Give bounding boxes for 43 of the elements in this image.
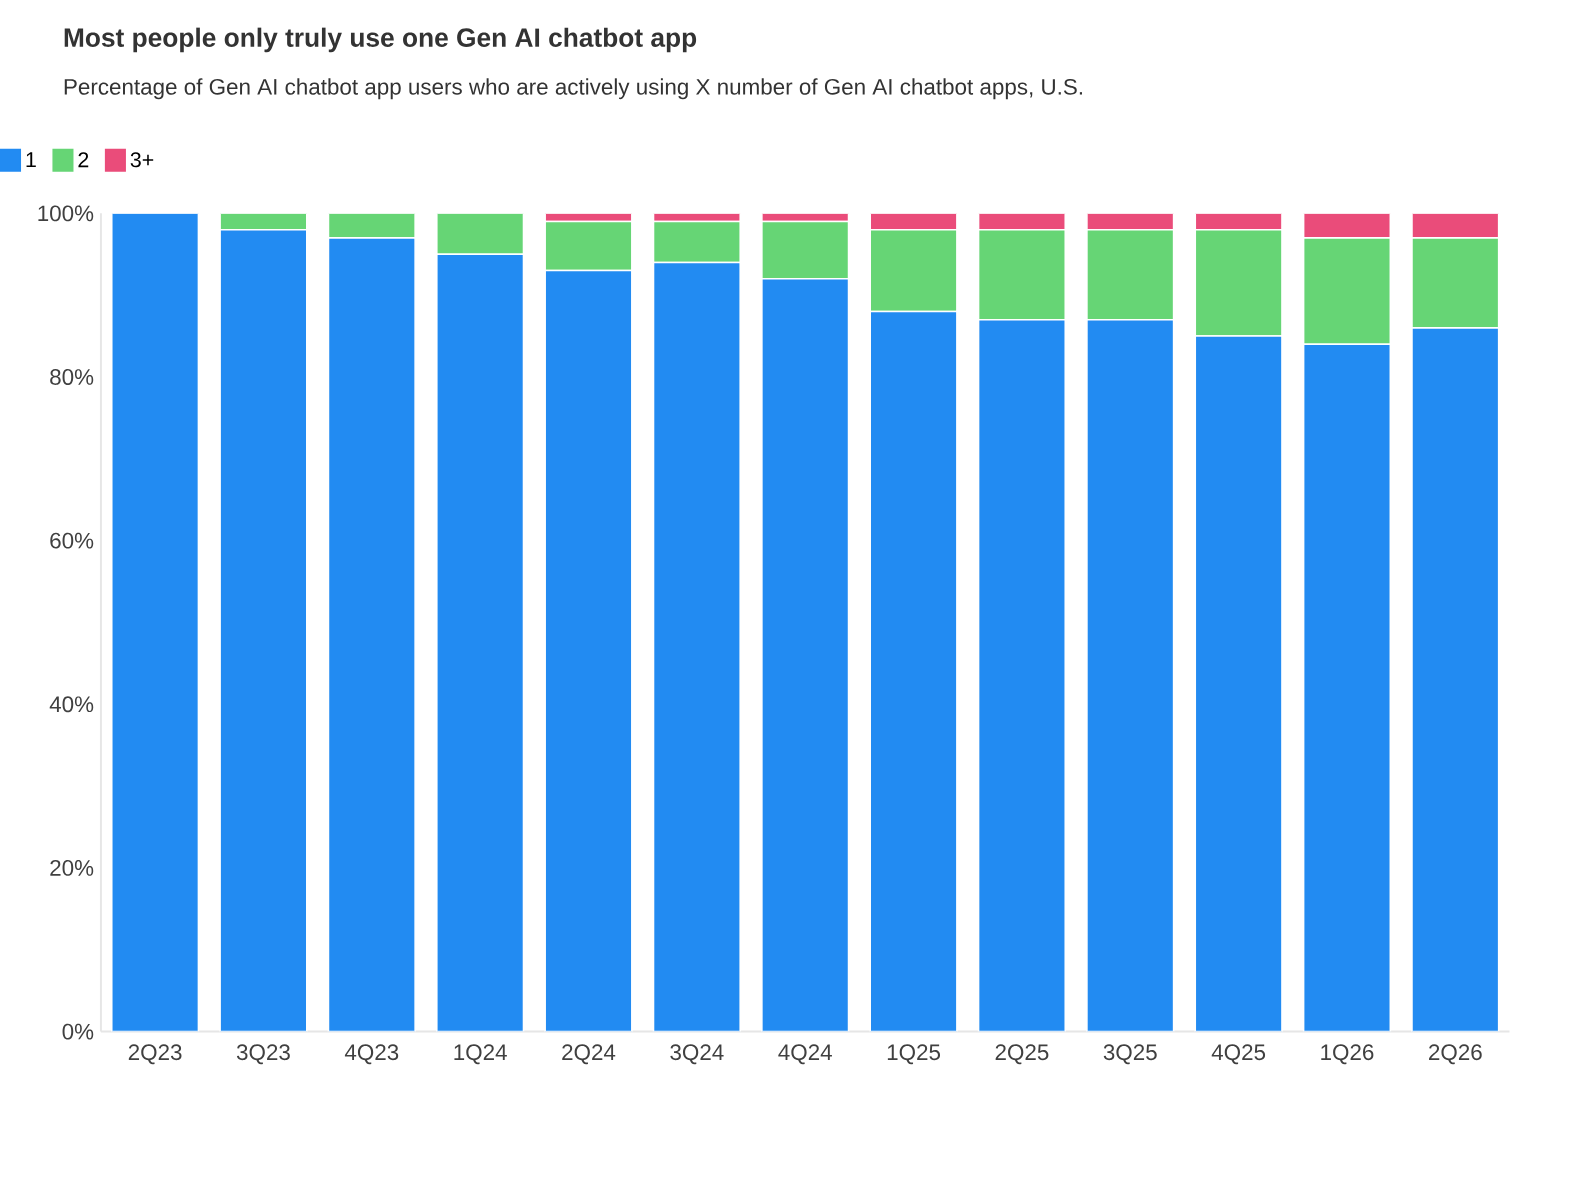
bar — [436, 253, 525, 1032]
y-tick-label: 60% — [50, 532, 94, 549]
x-tick-label: 2Q24 — [562, 1044, 616, 1064]
bar — [1086, 213, 1175, 231]
bar — [761, 277, 850, 1032]
bar — [1411, 213, 1500, 239]
x-tick-label: 3Q24 — [670, 1044, 724, 1064]
chart-subtitle: Percentage of Gen AI chatbot app users who are actively using X number of Gen AI chatbot apps, U.S. — [64, 78, 1082, 99]
chart-title: Most people only truly use one Gen AI chatbot app — [64, 27, 697, 52]
bar — [1194, 213, 1283, 231]
bar — [1411, 326, 1500, 1032]
bar — [977, 213, 1067, 231]
y-tick-label: 20% — [50, 859, 94, 876]
bar — [219, 228, 308, 1032]
x-tick-label: 1Q26 — [1321, 1044, 1374, 1064]
x-tick-label: 2Q26 — [1429, 1044, 1482, 1064]
x-tick-label: 4Q23 — [344, 1044, 399, 1064]
y-tick-label: 100% — [38, 205, 94, 222]
x-tick-label: 3Q25 — [1103, 1044, 1157, 1064]
bar — [110, 213, 200, 1032]
bar — [1302, 343, 1392, 1032]
y-tick-label: 0% — [62, 1023, 94, 1040]
x-tick-label: 4Q25 — [1211, 1044, 1266, 1064]
legend-label: 2 — [78, 152, 89, 167]
bar — [1302, 213, 1392, 239]
x-tick-label: 2Q23 — [128, 1044, 182, 1064]
bar — [544, 269, 633, 1032]
bar — [869, 310, 958, 1032]
bar — [869, 213, 958, 231]
y-tick-label: 80% — [50, 368, 94, 385]
x-tick-label: 1Q25 — [887, 1044, 941, 1064]
bar — [652, 261, 741, 1032]
bar — [977, 318, 1067, 1032]
legend-label: 1 — [26, 152, 36, 167]
x-tick-label: 3Q23 — [236, 1044, 290, 1064]
bar — [1194, 335, 1283, 1032]
bar — [1086, 318, 1175, 1032]
legend-label: 3+ — [130, 152, 154, 168]
x-tick-label: 2Q25 — [995, 1044, 1049, 1064]
x-tick-label: 1Q24 — [454, 1044, 507, 1064]
x-tick-label: 4Q24 — [778, 1044, 832, 1064]
bar — [327, 236, 416, 1032]
y-tick-label: 40% — [49, 696, 94, 712]
